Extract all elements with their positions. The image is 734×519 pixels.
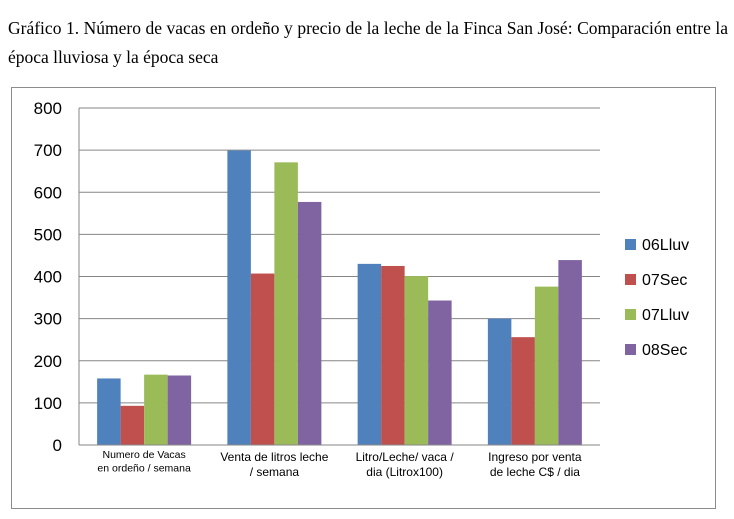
- bar-07Lluv-0: [144, 374, 168, 445]
- y-tick-label: 500: [34, 225, 62, 244]
- x-category-label: Litro/Leche/ vaca / dia (Litrox100): [356, 450, 455, 479]
- legend-label: 06Lluv: [642, 237, 689, 254]
- bar-06Lluv-3: [487, 318, 512, 445]
- figure-caption: Gráfico 1. Número de vacas en ordeño y p…: [8, 18, 728, 67]
- bars: [97, 150, 582, 445]
- legend-label: 07Sec: [642, 272, 687, 289]
- bar-06Lluv-2: [357, 263, 382, 445]
- bar-06Lluv-0: [97, 378, 121, 445]
- x-category-label: Ingreso por venta de leche C$ / dia: [488, 450, 582, 479]
- x-category-label: Numero de Vacas en ordeño / semana: [97, 449, 191, 475]
- bar-07Lluv-1: [274, 162, 298, 445]
- y-tick-label: 0: [53, 436, 62, 455]
- x-category-label: Venta de litros leche / semana: [220, 450, 328, 479]
- y-tick-label: 800: [34, 99, 62, 118]
- bar-07Sec-2: [381, 265, 405, 445]
- legend-label: 07Lluv: [642, 307, 689, 324]
- bar-06Lluv-1: [227, 150, 251, 445]
- y-tick-label: 100: [34, 394, 62, 413]
- bar-07Sec-3: [511, 337, 535, 445]
- legend: 06Lluv 07Sec 07Lluv 08Sec: [625, 237, 689, 359]
- y-tick-label: 600: [34, 183, 62, 202]
- bar-08Sec-2: [428, 300, 452, 445]
- y-axis: 0 100 200 300 400 500 600 700 800: [34, 99, 80, 455]
- bar-07Lluv-2: [404, 276, 429, 445]
- legend-swatch: [625, 309, 636, 320]
- y-tick-label: 400: [34, 268, 62, 287]
- bar-08Sec-3: [558, 260, 582, 445]
- x-axis: Numero de Vacas en ordeño / semana Venta d…: [79, 444, 600, 479]
- bar-07Lluv-3: [534, 286, 559, 445]
- bar-08Sec-0: [167, 375, 192, 445]
- y-tick-label: 700: [34, 141, 62, 160]
- legend-label: 08Sec: [642, 342, 687, 359]
- y-tick-label: 300: [34, 310, 62, 329]
- y-tick-label: 200: [34, 352, 62, 371]
- bar-07Sec-0: [120, 405, 145, 445]
- legend-swatch: [625, 239, 636, 250]
- bar-07Sec-1: [250, 273, 275, 445]
- legend-swatch: [625, 274, 636, 285]
- legend-swatch: [625, 344, 636, 355]
- gridlines: [79, 107, 600, 446]
- bar-08Sec-1: [297, 201, 322, 445]
